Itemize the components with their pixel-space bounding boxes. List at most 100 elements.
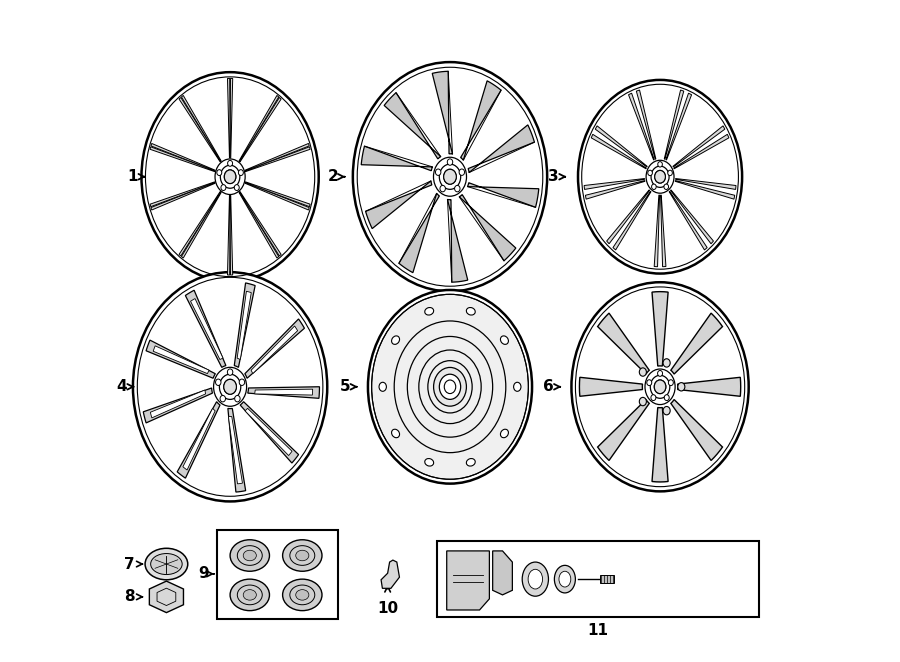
Polygon shape bbox=[151, 144, 215, 171]
Ellipse shape bbox=[645, 369, 675, 404]
Text: 5: 5 bbox=[339, 379, 350, 395]
Ellipse shape bbox=[215, 379, 221, 385]
Ellipse shape bbox=[658, 162, 662, 167]
Polygon shape bbox=[613, 191, 651, 250]
Polygon shape bbox=[245, 147, 310, 171]
Polygon shape bbox=[143, 388, 212, 423]
Ellipse shape bbox=[220, 374, 241, 399]
Polygon shape bbox=[149, 581, 184, 612]
Polygon shape bbox=[580, 377, 643, 397]
Ellipse shape bbox=[224, 170, 236, 183]
Text: 7: 7 bbox=[124, 557, 135, 571]
Polygon shape bbox=[179, 97, 220, 162]
Ellipse shape bbox=[296, 590, 309, 600]
Polygon shape bbox=[229, 416, 242, 484]
Polygon shape bbox=[628, 93, 654, 160]
Ellipse shape bbox=[654, 170, 665, 183]
Ellipse shape bbox=[654, 170, 665, 183]
Ellipse shape bbox=[230, 540, 269, 571]
Polygon shape bbox=[179, 191, 220, 256]
Ellipse shape bbox=[379, 382, 386, 391]
Ellipse shape bbox=[652, 184, 656, 189]
Polygon shape bbox=[670, 313, 723, 374]
Polygon shape bbox=[381, 560, 400, 589]
Text: 11: 11 bbox=[587, 623, 608, 638]
Polygon shape bbox=[676, 179, 736, 189]
Ellipse shape bbox=[243, 590, 256, 600]
Polygon shape bbox=[151, 183, 215, 210]
Ellipse shape bbox=[150, 553, 182, 575]
Polygon shape bbox=[228, 408, 246, 492]
Polygon shape bbox=[492, 551, 512, 595]
Polygon shape bbox=[675, 181, 734, 199]
Polygon shape bbox=[245, 183, 310, 210]
Polygon shape bbox=[255, 389, 312, 395]
Ellipse shape bbox=[658, 371, 662, 376]
Ellipse shape bbox=[646, 160, 674, 193]
Ellipse shape bbox=[224, 379, 237, 395]
Ellipse shape bbox=[217, 169, 221, 175]
Ellipse shape bbox=[392, 429, 400, 438]
Ellipse shape bbox=[372, 295, 528, 479]
Bar bbox=[217, 530, 338, 618]
Polygon shape bbox=[459, 195, 516, 261]
Ellipse shape bbox=[283, 579, 322, 610]
Ellipse shape bbox=[447, 159, 453, 166]
Ellipse shape bbox=[651, 166, 669, 187]
Ellipse shape bbox=[436, 169, 441, 175]
Ellipse shape bbox=[220, 395, 226, 402]
Text: 1: 1 bbox=[128, 169, 139, 184]
Polygon shape bbox=[467, 183, 539, 207]
Text: 9: 9 bbox=[198, 567, 209, 581]
Polygon shape bbox=[399, 193, 439, 273]
Polygon shape bbox=[598, 400, 649, 461]
Ellipse shape bbox=[238, 169, 243, 175]
Bar bbox=[599, 575, 614, 583]
Ellipse shape bbox=[283, 540, 322, 571]
Polygon shape bbox=[595, 126, 647, 167]
Polygon shape bbox=[251, 326, 298, 373]
Ellipse shape bbox=[392, 336, 400, 344]
Ellipse shape bbox=[353, 62, 547, 291]
Text: 2: 2 bbox=[328, 169, 338, 184]
Ellipse shape bbox=[296, 550, 309, 561]
Polygon shape bbox=[146, 340, 215, 378]
Ellipse shape bbox=[220, 166, 239, 188]
Ellipse shape bbox=[141, 72, 319, 281]
Ellipse shape bbox=[425, 308, 434, 315]
Polygon shape bbox=[461, 81, 501, 160]
Polygon shape bbox=[447, 199, 468, 282]
Polygon shape bbox=[654, 195, 660, 267]
Polygon shape bbox=[182, 192, 221, 258]
Ellipse shape bbox=[514, 382, 521, 391]
Polygon shape bbox=[150, 182, 215, 207]
Ellipse shape bbox=[639, 397, 646, 406]
Polygon shape bbox=[245, 408, 292, 455]
Polygon shape bbox=[150, 390, 205, 418]
Polygon shape bbox=[664, 90, 684, 160]
Ellipse shape bbox=[145, 548, 188, 580]
Ellipse shape bbox=[648, 170, 652, 175]
Ellipse shape bbox=[224, 379, 237, 395]
Polygon shape bbox=[239, 97, 281, 162]
Polygon shape bbox=[670, 400, 723, 461]
Polygon shape bbox=[678, 377, 741, 397]
Polygon shape bbox=[182, 95, 221, 162]
Ellipse shape bbox=[647, 380, 652, 385]
Ellipse shape bbox=[228, 369, 233, 375]
Polygon shape bbox=[636, 90, 656, 160]
Ellipse shape bbox=[454, 185, 460, 192]
Polygon shape bbox=[185, 290, 226, 367]
Polygon shape bbox=[183, 408, 215, 470]
Polygon shape bbox=[239, 191, 281, 256]
Ellipse shape bbox=[440, 185, 445, 192]
Ellipse shape bbox=[434, 158, 466, 196]
Ellipse shape bbox=[434, 367, 466, 406]
Polygon shape bbox=[661, 195, 666, 267]
Ellipse shape bbox=[466, 459, 475, 466]
Ellipse shape bbox=[243, 550, 256, 561]
Polygon shape bbox=[674, 134, 729, 169]
Polygon shape bbox=[234, 283, 255, 367]
Ellipse shape bbox=[663, 359, 670, 367]
Ellipse shape bbox=[228, 160, 232, 166]
